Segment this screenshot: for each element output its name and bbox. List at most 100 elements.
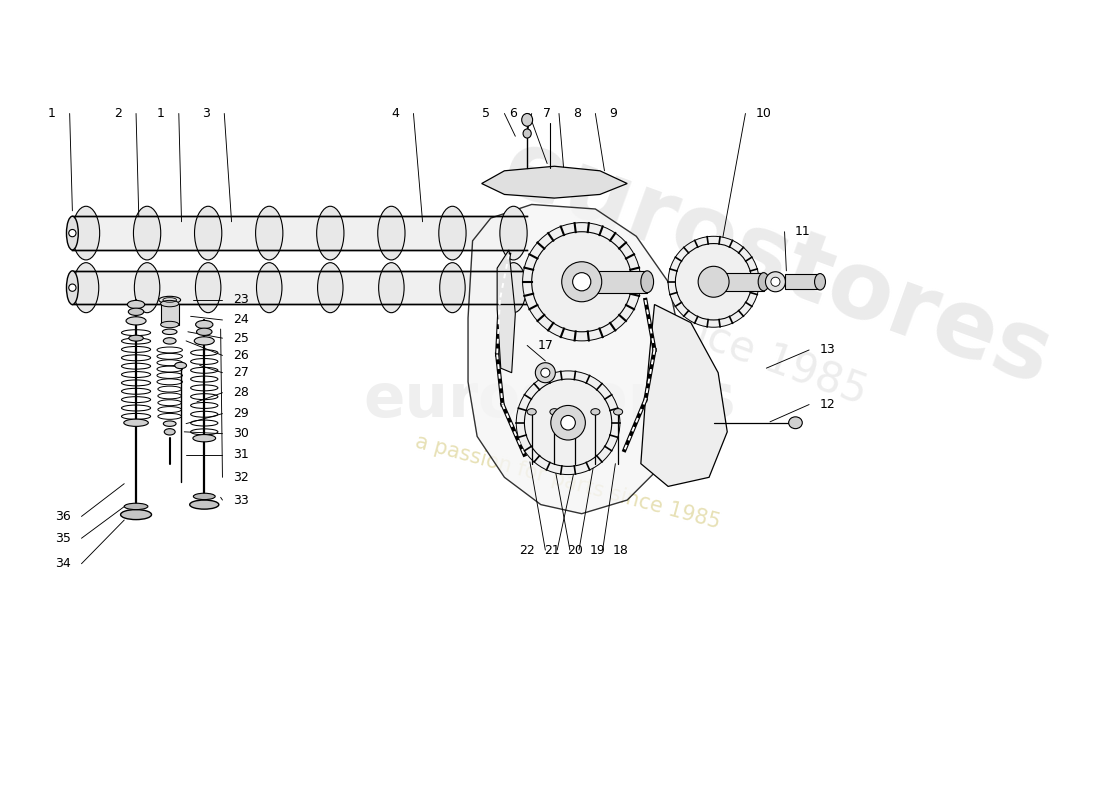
Circle shape <box>536 362 556 382</box>
Ellipse shape <box>194 494 216 499</box>
Text: 1: 1 <box>156 107 165 120</box>
Text: 11: 11 <box>795 226 811 238</box>
Text: 31: 31 <box>233 448 249 461</box>
Circle shape <box>68 284 76 291</box>
Ellipse shape <box>318 262 343 313</box>
Bar <box>714 273 763 291</box>
Ellipse shape <box>129 308 144 315</box>
Text: since 1985: since 1985 <box>645 296 873 413</box>
Ellipse shape <box>500 262 526 313</box>
Text: 3: 3 <box>202 107 210 120</box>
Ellipse shape <box>74 262 99 313</box>
Text: 5: 5 <box>482 107 491 120</box>
Ellipse shape <box>124 419 148 426</box>
Text: 33: 33 <box>233 494 249 506</box>
Circle shape <box>516 371 620 474</box>
Circle shape <box>68 230 76 237</box>
Text: 20: 20 <box>568 543 583 557</box>
Ellipse shape <box>521 114 532 126</box>
Circle shape <box>573 273 591 291</box>
Circle shape <box>771 278 780 286</box>
Ellipse shape <box>197 328 212 335</box>
Ellipse shape <box>195 337 214 345</box>
Text: 4: 4 <box>392 107 399 120</box>
Ellipse shape <box>158 296 180 303</box>
Text: 27: 27 <box>233 366 249 379</box>
Text: 7: 7 <box>543 107 551 120</box>
Text: 8: 8 <box>573 107 581 120</box>
Ellipse shape <box>256 262 282 313</box>
Text: 36: 36 <box>55 510 72 523</box>
Text: 28: 28 <box>233 386 249 399</box>
Text: eurostores: eurostores <box>364 370 736 430</box>
Circle shape <box>551 406 585 440</box>
Text: 22: 22 <box>519 543 535 557</box>
Text: 9: 9 <box>609 107 617 120</box>
Ellipse shape <box>134 262 159 313</box>
Text: 35: 35 <box>55 532 72 545</box>
Text: a passion for parts since 1985: a passion for parts since 1985 <box>414 431 723 532</box>
Text: 29: 29 <box>233 407 249 420</box>
Polygon shape <box>482 166 627 198</box>
Ellipse shape <box>317 206 344 260</box>
Ellipse shape <box>789 417 802 429</box>
Ellipse shape <box>255 206 283 260</box>
Ellipse shape <box>66 271 78 305</box>
Circle shape <box>561 415 575 430</box>
Ellipse shape <box>439 206 466 260</box>
Text: 30: 30 <box>233 427 249 440</box>
Ellipse shape <box>196 321 213 329</box>
Ellipse shape <box>163 329 177 334</box>
Ellipse shape <box>124 503 147 510</box>
Circle shape <box>541 368 550 378</box>
Ellipse shape <box>527 409 536 415</box>
Bar <box>582 271 647 293</box>
Ellipse shape <box>195 206 222 260</box>
Ellipse shape <box>571 409 580 415</box>
Ellipse shape <box>524 129 531 138</box>
Ellipse shape <box>163 421 176 426</box>
Ellipse shape <box>73 206 100 260</box>
Text: 2: 2 <box>114 107 122 120</box>
Ellipse shape <box>161 301 179 306</box>
Polygon shape <box>468 205 682 514</box>
Circle shape <box>698 266 729 298</box>
Text: 6: 6 <box>509 107 517 120</box>
Ellipse shape <box>66 216 78 250</box>
Ellipse shape <box>815 274 825 290</box>
Ellipse shape <box>163 338 176 344</box>
Circle shape <box>766 272 785 292</box>
Ellipse shape <box>758 273 769 291</box>
Ellipse shape <box>440 262 465 313</box>
Text: 18: 18 <box>613 543 629 557</box>
Ellipse shape <box>121 510 152 520</box>
Polygon shape <box>641 305 727 486</box>
Text: 24: 24 <box>233 314 249 326</box>
Ellipse shape <box>126 317 146 325</box>
Ellipse shape <box>378 262 404 313</box>
Text: 23: 23 <box>233 294 249 306</box>
Ellipse shape <box>196 262 221 313</box>
Text: 32: 32 <box>233 471 249 484</box>
Text: 26: 26 <box>233 349 249 362</box>
Ellipse shape <box>377 206 405 260</box>
Ellipse shape <box>128 301 145 309</box>
Ellipse shape <box>591 409 600 415</box>
Text: 13: 13 <box>820 343 835 357</box>
Ellipse shape <box>175 362 187 369</box>
Text: 34: 34 <box>55 558 72 570</box>
Text: eurostores: eurostores <box>491 122 1064 406</box>
Ellipse shape <box>129 335 143 341</box>
Polygon shape <box>497 250 515 373</box>
Text: 12: 12 <box>820 398 835 411</box>
Ellipse shape <box>161 322 179 328</box>
Text: 10: 10 <box>756 107 771 120</box>
Ellipse shape <box>164 429 175 435</box>
Text: 19: 19 <box>590 543 605 557</box>
Bar <box>161 303 179 325</box>
Circle shape <box>522 222 641 341</box>
Ellipse shape <box>499 206 527 260</box>
Ellipse shape <box>189 500 219 509</box>
Circle shape <box>562 262 602 302</box>
Bar <box>785 274 820 289</box>
